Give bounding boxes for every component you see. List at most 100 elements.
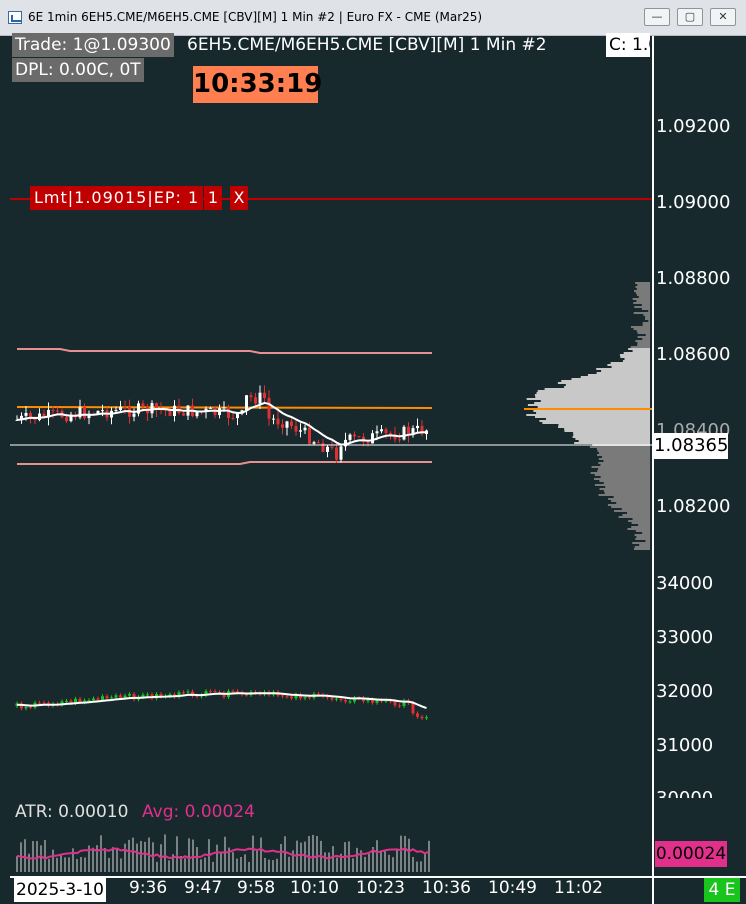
cumulative-tick: 30000 <box>656 788 713 798</box>
cumulative-body <box>24 706 28 709</box>
cumulative-body <box>285 696 289 698</box>
candle-body <box>51 409 55 411</box>
upper-band <box>17 348 432 354</box>
candle-body <box>101 410 104 412</box>
cumulative-body <box>299 694 302 699</box>
profile-bar <box>614 510 650 512</box>
profile-bar <box>596 368 650 370</box>
cumulative-body <box>393 701 397 706</box>
candle-body <box>47 409 50 418</box>
profile-bar <box>635 340 650 342</box>
cumulative-body <box>317 693 320 695</box>
candle-body <box>344 439 347 447</box>
candle-body <box>150 403 154 414</box>
time-tick: 10:36 <box>422 878 471 898</box>
cumulative-body <box>344 700 347 702</box>
chart-canvas[interactable] <box>10 36 652 876</box>
title-bar[interactable]: 6E 1min 6EH5.CME/M6EH5.CME [CBV][M] 1 Mi… <box>0 0 746 36</box>
profile-bar <box>535 396 650 398</box>
candle-body <box>69 414 73 422</box>
profile-bar <box>596 372 650 374</box>
profile-bar <box>635 282 650 284</box>
candle-body <box>402 426 406 440</box>
profile-bar <box>633 302 650 304</box>
profile-bar <box>526 398 650 400</box>
status-badge[interactable]: 4 E <box>704 878 740 902</box>
profile-bar <box>574 442 650 444</box>
time-axis[interactable] <box>10 876 652 904</box>
candle-body <box>114 409 118 411</box>
cumulative-body <box>353 697 356 702</box>
candle-body <box>375 431 379 434</box>
cumulative-body <box>281 695 284 697</box>
cumulative-body <box>168 694 172 696</box>
cumulative-tick: 32000 <box>656 681 714 702</box>
cumulative-body <box>83 700 86 703</box>
profile-bar <box>571 378 650 380</box>
profile-bar <box>564 430 650 432</box>
order-cancel-button[interactable]: X <box>230 186 248 210</box>
cumulative-body <box>389 700 392 702</box>
candle-body <box>357 436 361 438</box>
cumulative-body <box>348 701 352 703</box>
cumulative-body <box>69 700 73 703</box>
profile-bar <box>631 526 650 528</box>
cumulative-candles <box>15 689 428 721</box>
cumulative-body <box>195 695 199 697</box>
close-readout: C: 1.0 <box>606 33 650 57</box>
profile-bar <box>542 422 650 424</box>
order-qty-button[interactable]: 1 <box>204 186 222 210</box>
profile-bar <box>638 296 650 298</box>
cumulative-body <box>245 694 248 696</box>
dpl-label: DPL: 0.00C, 0T <box>12 58 144 82</box>
cumulative-body <box>398 705 401 707</box>
candle-body <box>245 395 248 411</box>
time-tick: 10:23 <box>356 878 405 898</box>
cumulative-body <box>38 702 41 704</box>
profile-bar <box>610 362 650 364</box>
cumulative-body <box>402 700 406 706</box>
profile-bar <box>573 432 650 434</box>
cumulative-body <box>141 694 145 698</box>
profile-bar <box>601 370 650 372</box>
profile-bar <box>633 312 650 314</box>
profile-bar <box>630 346 650 348</box>
maximize-button[interactable]: ▢ <box>677 8 703 26</box>
price-tick: 1.09000 <box>656 192 731 213</box>
cumulative-body <box>222 692 226 697</box>
profile-bar <box>618 516 650 518</box>
profile-bar <box>558 426 650 428</box>
order-label[interactable]: Lmt|1.09015|EP: 1 <box>30 186 204 210</box>
profile-bar <box>623 352 650 354</box>
candle-body <box>335 447 338 460</box>
cumulative-body <box>362 697 365 702</box>
profile-bar <box>557 382 650 384</box>
profile-bar <box>636 288 650 290</box>
profile-bar <box>594 484 650 486</box>
profile-bar <box>598 468 650 470</box>
profile-bar <box>590 472 650 474</box>
profile-bar <box>600 464 650 466</box>
profile-bar <box>603 460 650 462</box>
minimize-button[interactable]: — <box>644 8 670 26</box>
candle-body <box>258 392 262 404</box>
cumulative-tick: 31000 <box>656 735 714 756</box>
moving-average-line <box>16 401 427 446</box>
profile-bar <box>627 528 650 530</box>
profile-bar <box>598 458 650 460</box>
profile-bar <box>628 348 650 350</box>
time-tick: 9:58 <box>237 878 276 898</box>
candle-body <box>132 413 136 417</box>
close-button[interactable]: ✕ <box>710 8 736 26</box>
profile-bar <box>619 354 650 356</box>
profile-bar <box>587 374 650 376</box>
cumulative-body <box>384 700 388 702</box>
profile-bar <box>600 476 650 478</box>
profile-bar <box>643 314 650 316</box>
price-tick: 1.09200 <box>656 116 731 137</box>
cumulative-body <box>308 697 311 699</box>
price-tick: 1.08200 <box>656 496 731 517</box>
profile-bar <box>540 400 650 402</box>
cumulative-body <box>159 693 163 697</box>
